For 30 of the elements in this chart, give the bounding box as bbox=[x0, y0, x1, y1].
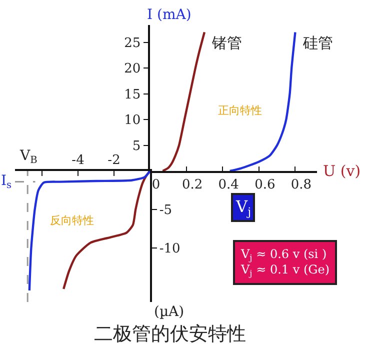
y-tick-label: 25 bbox=[124, 36, 141, 52]
y-axis-title: (µA) bbox=[154, 304, 184, 320]
series-label: 硅管 bbox=[302, 34, 333, 52]
ref-line-label: I$_{s}$ bbox=[1, 173, 12, 191]
x-tick-label: 0.4 bbox=[218, 177, 239, 192]
text: V$_{j}$ ≈ 0.6 v (si ) V$_{j}$ ≈ 0.1 v (Ge) bbox=[240, 247, 330, 278]
y-tick-label: 15 bbox=[124, 87, 141, 102]
ref-line-label: V$_{B}$ bbox=[19, 148, 38, 166]
x-axis-title: U (v) bbox=[323, 162, 361, 180]
series-label: 锗管 bbox=[211, 34, 242, 52]
line-series bbox=[62, 171, 150, 290]
y-tick-label: -5 bbox=[159, 203, 172, 218]
line-series bbox=[228, 31, 296, 171]
y-tick-label: 20 bbox=[124, 62, 141, 77]
x-tick-label: 0.8 bbox=[290, 177, 312, 192]
text: 二极管的伏安特性 bbox=[94, 323, 246, 345]
annotation: 反向特性 bbox=[50, 214, 94, 227]
y-tick-label: -10 bbox=[159, 242, 180, 257]
y-tick-label: 10 bbox=[124, 113, 141, 128]
x-tick-label: 0.6 bbox=[254, 177, 276, 192]
x-tick-label: 0.2 bbox=[182, 177, 203, 192]
y-tick-label: 5 bbox=[132, 138, 141, 154]
line-series bbox=[162, 31, 206, 171]
line-series bbox=[28, 171, 150, 292]
y-axis-title: I (mA) bbox=[147, 7, 192, 23]
x-tick-label: -2 bbox=[108, 153, 120, 168]
text: V$_{j}$ bbox=[235, 197, 252, 218]
x-tick-label: -4 bbox=[72, 153, 84, 168]
x-tick-label: 0 bbox=[152, 177, 160, 192]
annotation: 正向特性 bbox=[218, 104, 262, 117]
